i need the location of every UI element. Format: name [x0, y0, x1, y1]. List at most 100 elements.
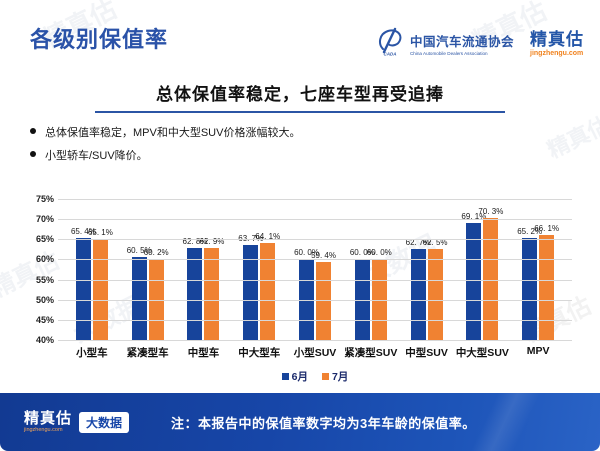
- gridline: [58, 239, 572, 241]
- bar-6月: [522, 238, 538, 340]
- page-title: 各级别保值率: [30, 27, 169, 52]
- bar-7月: [316, 261, 332, 340]
- category-label: 小型车: [76, 347, 108, 359]
- y-tick-label: 60%: [35, 254, 54, 265]
- gridline: [58, 279, 572, 281]
- legend-swatch-icon: [322, 373, 329, 380]
- bar-wrap: 62. 7%: [406, 238, 431, 340]
- jingzhengu-domain: jingzhengu.com: [530, 49, 584, 57]
- legend-item: 7月: [322, 369, 348, 384]
- bar-group: 62. 7% 62. 5%: [399, 199, 455, 340]
- bar-value-label: 60. 2%: [143, 247, 169, 257]
- bar-value-label: 60. 0%: [349, 248, 375, 258]
- cada-name-cn: 中国汽车流通协会: [409, 35, 514, 49]
- bar-wrap: 64. 1%: [255, 232, 280, 340]
- footer-logo-domain: jingzhengu.com: [24, 426, 63, 433]
- category-label: 小型SUV: [293, 347, 337, 359]
- bullet-icon: [30, 128, 36, 134]
- bar-7月: [427, 249, 443, 340]
- y-tick-label: 75%: [35, 194, 54, 204]
- bar-wrap: 62. 8%: [183, 237, 207, 340]
- cada-logo: CADA 中国汽车流通协会 China Automobile Dealers A…: [375, 26, 514, 61]
- jingzhengu-name: 精真估: [530, 29, 584, 49]
- bar-wrap: 60. 0%: [294, 248, 319, 340]
- bar-group: 60. 5% 60. 2%: [120, 199, 176, 340]
- bar-value-label: 62. 8%: [182, 237, 208, 247]
- bar-7月: [204, 247, 220, 340]
- bar-value-label: 62. 7%: [405, 237, 431, 247]
- category-label: 紧凑型车: [126, 347, 169, 359]
- bar-value-label: 62. 5%: [422, 238, 448, 248]
- category-label: 中大型车: [238, 347, 281, 359]
- category-label: 中型SUV: [405, 347, 448, 359]
- retention-rate-chart: 65. 4% 65. 1% 60. 5% 60. 2% 62. 8% 62. 9% 63. …: [30, 194, 572, 384]
- bar-7月: [483, 217, 499, 340]
- bar-wrap: 65. 1%: [88, 228, 113, 340]
- cada-emblem-icon: CADA: [375, 26, 405, 61]
- bar-group: 62. 8% 62. 9%: [176, 199, 232, 340]
- svg-text:CADA: CADA: [383, 52, 396, 57]
- category-row: 小型车 紧凑型车 中型车 中大型车 小型SUV 紧凑型SUV 中型SUV 中大型SUV MPV: [64, 345, 566, 360]
- bar-group: 60. 0% 59. 4%: [287, 199, 343, 340]
- y-tick-label: 65%: [35, 234, 54, 245]
- bar-wrap: 63. 7%: [238, 234, 263, 340]
- legend: 6月 7月: [58, 369, 572, 384]
- subtitle-block: 总体保值率稳定，七座车型再受追捧: [0, 80, 600, 113]
- footer-bigdata-badge: 大数据: [79, 411, 130, 433]
- plot-area: 65. 4% 65. 1% 60. 5% 60. 2% 62. 8% 62. 9% 63. …: [36, 194, 572, 345]
- cada-name-en: China Automobile Dealers Association: [409, 51, 488, 56]
- header-logos: CADA 中国汽车流通协会 China Automobile Dealers A…: [375, 26, 584, 61]
- gridline: [58, 340, 572, 341]
- bar-wrap: 60. 5%: [127, 246, 152, 340]
- jingzhengu-logo: 精真估 jingzhengu.com: [530, 31, 584, 57]
- bar-group: 65. 4% 65. 1%: [64, 199, 120, 340]
- category-label: 中大型SUV: [455, 347, 509, 359]
- bar-wrap: 62. 5%: [423, 238, 448, 340]
- bar-6月: [131, 257, 147, 340]
- bar-value-label: 70. 3%: [478, 206, 504, 216]
- bar-value-label: 65. 1%: [87, 227, 113, 237]
- footer-bar: 精真估 jingzhengu.com 大数据 注：本报告中的保值率数字均为3年车…: [0, 393, 600, 451]
- bullet-list: 总体保值率稳定，MPV和中大型SUV价格涨幅较大。 小型轿车/SUV降价。: [30, 124, 300, 170]
- subtitle-underline: [95, 111, 505, 113]
- legend-item: 6月: [281, 369, 308, 384]
- bar-value-label: 64. 1%: [255, 231, 281, 241]
- bullet-text: 总体保值率稳定，MPV和中大型SUV价格涨幅较大。: [45, 127, 301, 139]
- y-tick-label: 50%: [35, 294, 54, 305]
- bar-7月: [260, 242, 276, 340]
- bar-value-label: 63. 7%: [238, 233, 264, 243]
- bar-group: 65. 2% 66. 1%: [510, 199, 566, 340]
- category-label: 紧凑型SUV: [344, 347, 398, 359]
- y-tick-label: 70%: [35, 214, 54, 225]
- bar-wrap: 60. 0%: [350, 248, 375, 340]
- bar-6月: [187, 248, 203, 340]
- bar-value-label: 69. 1%: [461, 211, 487, 221]
- bar-wrap: 60. 2%: [144, 248, 169, 340]
- bullet-text: 小型轿车/SUV降价。: [45, 150, 148, 162]
- slide-subtitle: 总体保值率稳定，七座车型再受追捧: [156, 85, 444, 104]
- bar-6月: [410, 248, 426, 340]
- bar-value-label: 60. 0%: [294, 248, 319, 258]
- y-tick-label: 40%: [35, 335, 54, 345]
- bar-value-label: 65. 4%: [70, 226, 96, 236]
- bar-7月: [92, 238, 108, 340]
- bar-group: 69. 1% 70. 3%: [454, 199, 510, 340]
- legend-label: 7月: [332, 371, 349, 383]
- bar-group: 63. 7% 64. 1%: [231, 199, 287, 340]
- bar-wrap: 66. 1%: [534, 224, 559, 340]
- bar-group: 60. 0% 60. 0%: [343, 199, 399, 340]
- bar-wrap: 59. 4%: [311, 251, 336, 340]
- bar-wrap: 60. 0%: [367, 248, 392, 340]
- footer-logo-name: 精真估: [24, 409, 73, 427]
- bullet-item: 小型轿车/SUV降价。: [30, 147, 300, 163]
- legend-label: 6月: [291, 371, 308, 383]
- bar-wrap: 70. 3%: [478, 207, 503, 340]
- bar-value-label: 60. 0%: [366, 248, 392, 258]
- category-label: 中型车: [187, 347, 220, 359]
- bar-6月: [466, 222, 482, 340]
- y-tick-label: 45%: [35, 314, 54, 325]
- bar-7月: [148, 258, 164, 340]
- bar-6月: [75, 237, 91, 340]
- gridline: [58, 259, 572, 261]
